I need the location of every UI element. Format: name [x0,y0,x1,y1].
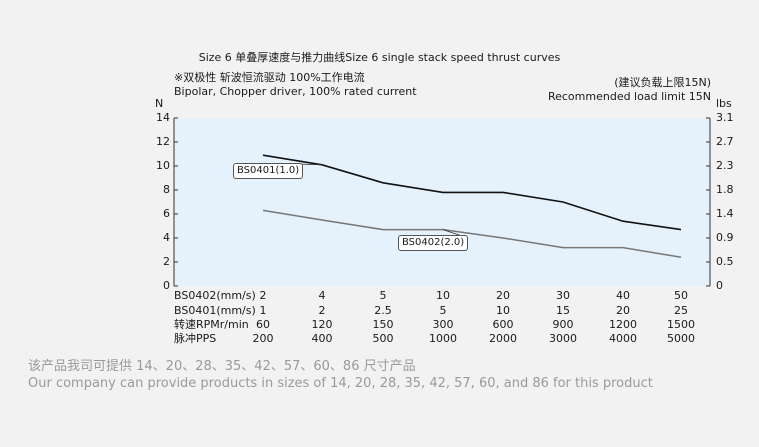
y-tick-label-left: 0 [163,279,170,292]
table-row-label: 转速RPMr/min [174,318,249,331]
table-cell: 2000 [489,332,517,345]
table-cell: 1500 [667,318,695,331]
table-cell: 25 [674,304,688,317]
table-cell: 40 [616,289,630,302]
table-cell: 5 [439,304,447,317]
footer-cn: 该产品我司可提供 14、20、28、35、42、57、60、86 尺寸产品 [28,359,416,374]
table-cell: 500 [372,332,394,345]
y-tick-label-right: 0.5 [716,255,734,268]
table-cell: 900 [552,318,574,331]
y-axis-right-unit: lbs [716,97,732,110]
table-row-label: BS0402(mm/s) [174,289,256,302]
table-cell: 20 [496,289,510,302]
table-cell: 2 [259,289,267,302]
y-tick-label-right: 2.3 [716,159,734,172]
plot-area [174,118,710,286]
table-row-label: BS0401(mm/s) [174,304,256,317]
table-cell: 1 [259,304,267,317]
table-cell: 15 [556,304,570,317]
series-line-BS0401(1.0) [262,154,682,231]
table-cell: 400 [311,332,333,345]
table-cell: 30 [556,289,570,302]
table-cell: 3000 [549,332,577,345]
drive-note-en: Bipolar, Chopper driver, 100% rated curr… [174,85,417,98]
y-tick-label-right: 0.9 [716,231,734,244]
series-label-BS0401(1.0): BS0401(1.0) [233,163,304,179]
y-tick-label-right: 0 [716,279,723,292]
table-cell: 4000 [609,332,637,345]
y-tick-label-left: 10 [156,159,170,172]
table-cell: 120 [311,318,333,331]
table-cell: 300 [432,318,454,331]
series-line-BS0402(2.0) [262,209,682,258]
series-leader-line [442,229,463,237]
chart-title: Size 6 单叠厚速度与推力曲线Size 6 single stack spe… [198,51,561,64]
table-cell: 50 [674,289,688,302]
y-tick-label-right: 1.4 [716,207,734,220]
table-cell: 2 [318,304,326,317]
load-limit-note-en: Recommended load limit 15N [547,90,711,103]
table-cell: 1000 [429,332,457,345]
y-tick-label-left: 8 [163,183,170,196]
series-layer [262,154,682,258]
y-tick-label-left: 6 [163,207,170,220]
load-limit-note-cn: (建议负载上限15N) [614,76,711,89]
y-tick-label-left: 4 [163,231,170,244]
tick-marks [174,117,710,287]
y-tick-label-right: 3.1 [716,111,734,124]
table-cell: 5000 [667,332,695,345]
table-cell: 150 [372,318,394,331]
table-cell: 10 [496,304,510,317]
table-cell: 4 [318,289,326,302]
y-tick-label-left: 14 [156,111,170,124]
series-label-BS0402(2.0): BS0402(2.0) [398,235,469,251]
y-tick-label-left: 12 [156,135,170,148]
table-cell: 20 [616,304,630,317]
drive-note-cn: ※双极性 斩波恒流驱动 100%工作电流 [174,71,365,84]
table-cell: 600 [492,318,514,331]
y-tick-label-right: 2.7 [716,135,734,148]
table-row-label: 脉冲PPS [174,332,217,345]
y-tick-label-right: 1.8 [716,183,734,196]
footer-en: Our company can provide products in size… [28,376,653,391]
table-cell: 200 [252,332,274,345]
table-cell: 5 [379,289,387,302]
y-tick-label-left: 2 [163,255,170,268]
table-cell: 1200 [609,318,637,331]
table-cell: 10 [436,289,450,302]
y-axis-left-unit: N [155,97,164,110]
table-cell: 60 [256,318,270,331]
table-cell: 2.5 [374,304,392,317]
